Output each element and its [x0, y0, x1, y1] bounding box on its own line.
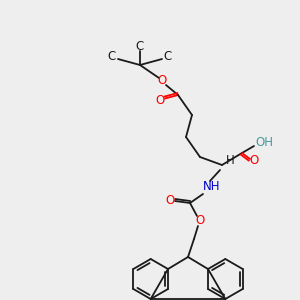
- Text: O: O: [155, 94, 165, 106]
- Text: NH: NH: [203, 181, 221, 194]
- Text: O: O: [195, 214, 205, 227]
- Text: O: O: [249, 154, 259, 167]
- Text: C: C: [108, 50, 116, 64]
- Text: O: O: [165, 194, 175, 208]
- Text: C: C: [164, 50, 172, 64]
- Text: C: C: [136, 40, 144, 53]
- Text: O: O: [158, 74, 166, 88]
- Text: OH: OH: [255, 136, 273, 149]
- Text: H: H: [226, 154, 234, 167]
